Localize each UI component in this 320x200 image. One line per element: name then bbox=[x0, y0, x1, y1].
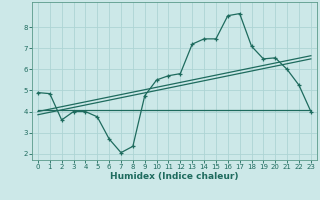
X-axis label: Humidex (Indice chaleur): Humidex (Indice chaleur) bbox=[110, 172, 239, 181]
